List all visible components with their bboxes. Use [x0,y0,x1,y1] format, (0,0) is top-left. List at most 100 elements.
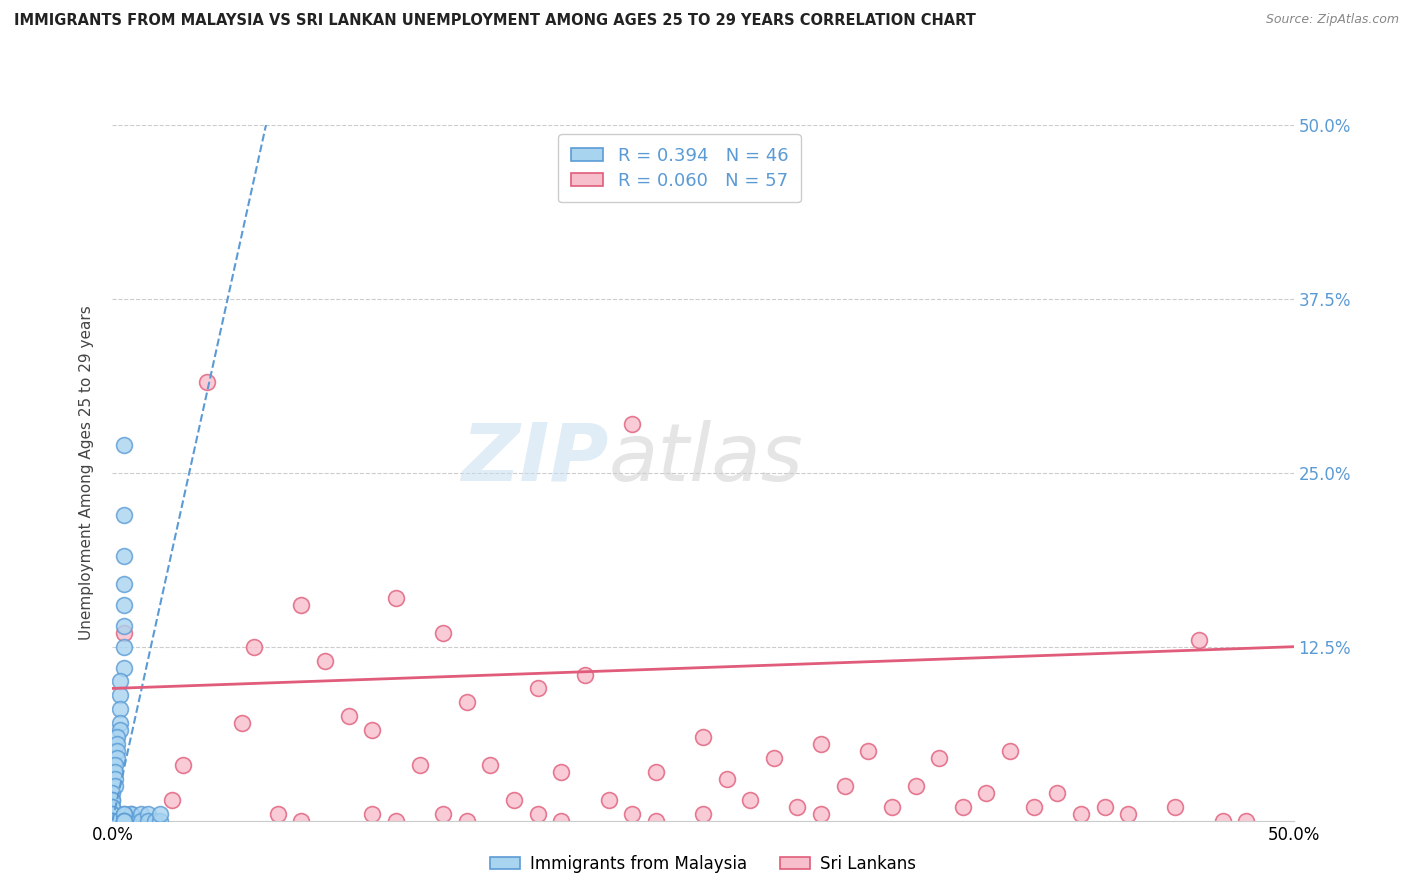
Point [621,417,644,431]
Point [976,786,998,800]
Text: atlas: atlas [609,420,803,498]
Point [104,779,127,793]
Point [408,758,430,772]
Y-axis label: Unemployment Among Ages 25 to 29 years: Unemployment Among Ages 25 to 29 years [79,305,94,640]
Text: Source: ZipAtlas.com: Source: ZipAtlas.com [1265,13,1399,27]
Point [120,814,142,828]
Text: IMMIGRANTS FROM MALAYSIA VS SRI LANKAN UNEMPLOYMENT AMONG AGES 25 TO 29 YEARS CO: IMMIGRANTS FROM MALAYSIA VS SRI LANKAN U… [14,13,976,29]
Point [786,799,808,814]
Point [112,577,135,591]
Point [904,779,927,793]
Point [290,814,312,828]
Point [120,806,142,821]
Point [385,591,408,605]
Point [1234,814,1257,828]
Point [101,806,124,821]
Point [598,793,620,807]
Point [337,709,360,723]
Point [105,744,128,758]
Point [1070,806,1092,821]
Point [834,779,856,793]
Point [314,654,336,668]
Point [1116,806,1139,821]
Point [112,806,135,821]
Point [479,758,502,772]
Point [550,764,572,779]
Point [112,619,135,633]
Point [112,598,135,612]
Point [101,814,124,828]
Point [692,806,714,821]
Point [129,806,152,821]
Point [432,625,454,640]
Point [101,806,124,821]
Point [104,758,127,772]
Point [160,793,183,807]
Point [1046,786,1069,800]
Point [526,681,548,696]
Point [112,660,135,674]
Point [716,772,738,786]
Point [120,806,142,821]
Point [136,814,159,828]
Point [1188,632,1211,647]
Point [740,793,762,807]
Point [108,723,131,738]
Point [108,716,131,731]
Point [112,625,135,640]
Point [1212,814,1234,828]
Point [149,814,172,828]
Point [762,751,785,765]
Point [621,806,644,821]
Point [105,737,128,751]
Point [149,806,172,821]
Point [104,764,127,779]
Point [136,806,159,821]
Legend: R = 0.394   N = 46, R = 0.060   N = 57: R = 0.394 N = 46, R = 0.060 N = 57 [558,134,801,202]
Point [105,730,128,744]
Point [810,806,832,821]
Point [692,730,714,744]
Point [998,744,1021,758]
Point [101,799,124,814]
Point [101,799,124,814]
Point [231,716,253,731]
Point [104,772,127,786]
Point [1164,799,1187,814]
Point [112,814,135,828]
Point [101,786,124,800]
Point [361,806,384,821]
Point [195,376,218,390]
Point [1094,799,1116,814]
Point [644,764,666,779]
Point [810,737,832,751]
Point [267,806,290,821]
Point [526,806,548,821]
Point [112,814,135,828]
Point [574,667,596,681]
Point [112,508,135,522]
Point [550,814,572,828]
Point [112,640,135,654]
Point [432,806,454,821]
Point [1022,799,1045,814]
Point [456,814,478,828]
Point [243,640,266,654]
Point [112,438,135,452]
Point [503,793,526,807]
Point [101,793,124,807]
Point [101,793,124,807]
Point [108,689,131,703]
Point [172,758,194,772]
Text: ZIP: ZIP [461,420,609,498]
Point [108,702,131,716]
Point [928,751,950,765]
Point [101,814,124,828]
Point [108,674,131,689]
Point [644,814,666,828]
Point [112,549,135,564]
Point [105,751,128,765]
Point [112,814,135,828]
Legend: Immigrants from Malaysia, Sri Lankans: Immigrants from Malaysia, Sri Lankans [484,848,922,880]
Point [143,814,166,828]
